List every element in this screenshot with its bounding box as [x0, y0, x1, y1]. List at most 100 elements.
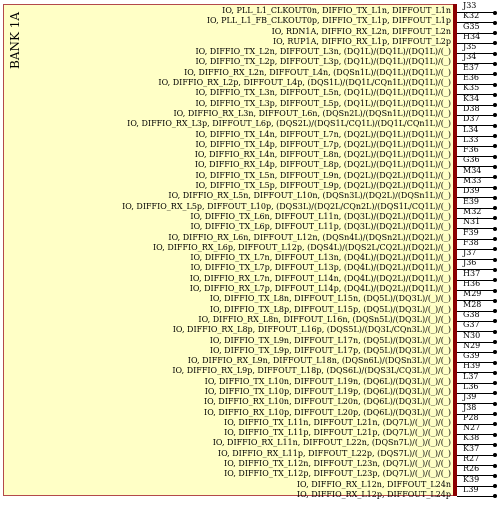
pin-end-dot [493, 51, 497, 56]
pin-end-dot [493, 103, 497, 108]
pin-name: IO, DIFFIO_TX_L8p, DIFFOUT_L15p, (DQ5L)/… [209, 304, 451, 314]
pin-name: IO, DIFFIO_TX_L12n, DIFFOUT_L23n, (DQ7L)… [224, 459, 451, 469]
pin-name: IO, PLL_L1_CLKOUT0n, DIFFIO_TX_L1n, DIFF… [222, 6, 451, 15]
pin-number: H39 [463, 361, 481, 371]
pin-end-dot [493, 267, 497, 272]
pin-end-dot [493, 257, 497, 262]
pin-name: IO, DIFFIO_TX_L3n, DIFFOUT_L5n, (DQ1L)/(… [195, 88, 451, 98]
pin-name: IO, DIFFIO_TX_L10n, DIFFOUT_L19n, (DQ6L)… [204, 376, 451, 386]
pin-line [457, 125, 495, 127]
pin-row: IO, DIFFIO_TX_L7p, DIFFOUT_L13p, (DQ4L)/… [0, 258, 500, 274]
pin-end-dot [493, 113, 497, 118]
pin-line [457, 238, 495, 240]
pin-end-dot [493, 288, 497, 293]
pin-line [457, 290, 495, 292]
pin-name: IO, DIFFIO_RX_L11n, DIFFOUT_L22n, (DQSn7… [212, 438, 451, 448]
pin-name: IO, DIFFIO_RX_L5n, DIFFOUT_L10n, (DQSn3L… [168, 191, 451, 201]
pin-end-dot [493, 391, 497, 396]
pin-line [457, 341, 495, 343]
pin-number: K38 [463, 433, 480, 443]
pin-end-dot [493, 412, 497, 417]
pin-name: IO, DIFFIO_TX_L5p, DIFFOUT_L9p, (DQ2L)/(… [195, 181, 451, 191]
pin-name: IO, DIFFIO_RX_L6p, DIFFOUT_L12p, (DQS4L)… [153, 242, 451, 252]
pin-row: IO, DIFFIO_RX_L6n, DIFFOUT_L12n, (DQSn4L… [0, 228, 500, 244]
pin-end-dot [493, 164, 497, 169]
pin-number: N31 [463, 217, 481, 227]
pin-name: IO, DIFFIO_RX_L7p, DIFFOUT_L14p, (DQ4L)/… [189, 284, 451, 294]
pin-line [457, 475, 495, 477]
pin-line [457, 259, 495, 261]
pin-row: IO, DIFFIO_TX_L7n, DIFFOUT_L13n, (DQ4L)/… [0, 248, 500, 264]
pin-line [457, 392, 495, 394]
pin-end-dot [493, 134, 497, 139]
pin-line [457, 176, 495, 178]
pin-number: J39 [463, 392, 477, 402]
pin-name: IO, DIFFIO_TX_L10p, DIFFOUT_L19p, (DQ6L)… [204, 386, 451, 396]
pin-line [457, 413, 495, 415]
pin-line [457, 135, 495, 137]
pin-end-dot [493, 381, 497, 386]
pin-line [457, 300, 495, 302]
pin-number: L39 [463, 484, 479, 494]
pin-name: IO, DIFFIO_TX_L11n, DIFFOUT_L21n, (DQ7L)… [224, 417, 451, 427]
pin-row: IO, DIFFIO_RX_L3p, DIFFOUT_L6p, (DQS2L)/… [0, 114, 500, 130]
pin-number: D39 [463, 186, 480, 196]
pin-line [457, 382, 495, 384]
pin-line [457, 12, 495, 13]
pin-end-dot [493, 278, 497, 283]
pin-row: IO, DIFFIO_TX_L9n, DIFFOUT_L17n, (DQ5L)/… [0, 331, 500, 347]
pin-number: H37 [463, 268, 481, 278]
pin-number: L34 [463, 124, 479, 134]
pin-line [457, 454, 495, 456]
pin-name: IO, DIFFIO_RX_L10p, DIFFOUT_L20p, (DQ6L)… [204, 407, 451, 417]
pin-line [457, 362, 495, 364]
pin-row: IO, DIFFIO_TX_L4n, DIFFOUT_L7n, (DQ2L)/(… [0, 125, 500, 141]
pin-row: IO, DIFFIO_RX_L6p, DIFFOUT_L12p, (DQS4L)… [0, 238, 500, 254]
pin-row: IO, DIFFIO_RX_L12n, DIFFOUT_L24n K39 [0, 475, 500, 491]
pin-number: N27 [463, 423, 481, 433]
pin-name: IO, DIFFIO_RX_L9n, DIFFOUT_L18n, (DQSn6L… [187, 356, 451, 366]
pin-end-dot [493, 442, 497, 447]
pin-line [457, 104, 495, 106]
pin-number: K34 [463, 93, 480, 103]
pin-line [457, 114, 495, 116]
pin-row: IO, DIFFIO_RX_L12p, DIFFOUT_L24p L39 [0, 485, 500, 501]
pin-end-dot [493, 237, 497, 242]
pin-row: IO, DIFFIO_TX_L2p, DIFFOUT_L3p, (DQ1L)/(… [0, 52, 500, 68]
pin-name: IO, DIFFIO_TX_L2p, DIFFOUT_L3p, (DQ1L)/(… [195, 57, 451, 67]
pin-number: E36 [463, 73, 480, 83]
pin-line [457, 53, 495, 55]
pin-row: IO, DIFFIO_TX_L2n, DIFFOUT_L3n, (DQ1L)/(… [0, 42, 500, 58]
pin-name: IO, DIFFIO_RX_L10n, DIFFOUT_L20n, (DQ6L)… [203, 397, 451, 407]
pin-end-dot [493, 432, 497, 437]
pin-end-dot [493, 226, 497, 231]
pin-end-dot [493, 370, 497, 375]
pin-line [457, 94, 495, 96]
pin-number: M29 [463, 289, 482, 299]
pin-name: IO, DIFFIO_RX_L3n, DIFFOUT_L6n, (DQSn2L)… [173, 108, 452, 118]
pin-number: E37 [463, 62, 480, 72]
pin-row: IO, DIFFIO_TX_L4p, DIFFOUT_L7p, (DQ2L)/(… [0, 135, 500, 151]
pin-number: R27 [463, 454, 480, 464]
pin-name: IO, DIFFIO_TX_L7p, DIFFOUT_L13p, (DQ4L)/… [190, 263, 451, 273]
pin-name: IO, DIFFIO_RX_L6n, DIFFOUT_L12n, (DQSn4L… [168, 232, 451, 242]
pin-line [457, 187, 495, 189]
pin-name: IO, DIFFIO_RX_L3p, DIFFOUT_L6p, (DQS2L)/… [127, 119, 451, 129]
pin-number: D38 [463, 103, 480, 113]
pin-row: IO, DIFFIO_TX_L11p, DIFFOUT_L21p, (DQ7L)… [0, 423, 500, 439]
pin-row: IO, DIFFIO_TX_L3p, DIFFOUT_L5p, (DQ1L)/(… [0, 94, 500, 110]
pin-line [457, 495, 495, 497]
pin-row: IO, DIFFIO_RX_L9p, DIFFOUT_L18p, (DQS6L)… [0, 361, 500, 377]
pin-end-dot [493, 360, 497, 365]
pin-row: IO, DIFFIO_TX_L12p, DIFFOUT_L23p, (DQ7L)… [0, 464, 500, 480]
pin-name: IO, DIFFIO_RX_L4n, DIFFOUT_L8n, (DQ2L)/(… [194, 150, 451, 160]
pin-name: IO, DIFFIO_TX_L9n, DIFFOUT_L17n, (DQ5L)/… [209, 335, 451, 345]
pin-end-dot [493, 195, 497, 200]
pin-name: IO, DIFFIO_RX_L12n, DIFFOUT_L24n [296, 479, 451, 489]
pin-name: IO, DIFFIO_RX_L7n, DIFFOUT_L14n, (DQ4L)/… [189, 273, 451, 283]
pin-end-dot [493, 206, 497, 211]
pin-end-dot [493, 175, 497, 180]
pin-line [457, 465, 495, 467]
pin-end-dot [493, 31, 497, 36]
